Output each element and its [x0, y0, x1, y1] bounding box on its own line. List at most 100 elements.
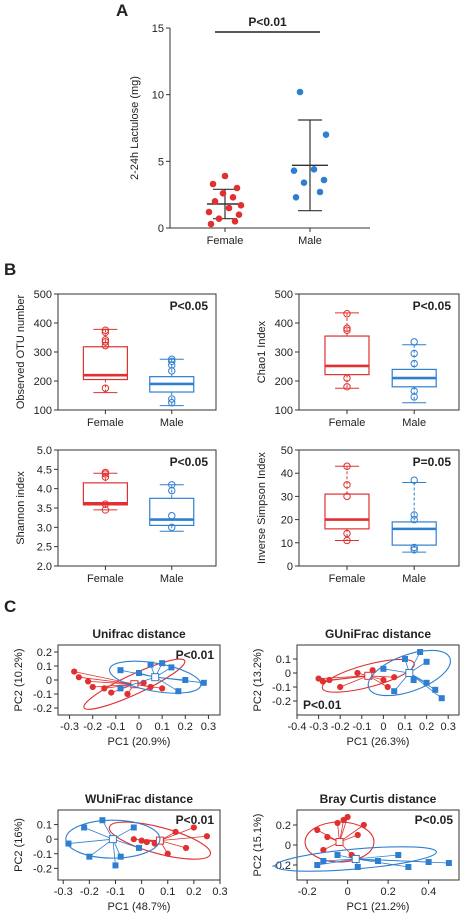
data-point [207, 220, 215, 228]
data-point [182, 844, 190, 852]
data-point [320, 846, 327, 854]
data-point [391, 688, 398, 695]
centroid-marker [351, 855, 360, 863]
y-axis-label: Inverse Simpson Index [256, 452, 268, 564]
x-tick-label: -0.2 [331, 721, 350, 733]
confidence-ellipse [83, 658, 186, 710]
data-point [65, 840, 72, 847]
data-point [136, 670, 142, 676]
data-point [84, 678, 92, 685]
data-point [168, 395, 176, 403]
data-point [380, 676, 387, 684]
data-point [343, 529, 351, 538]
data-point [101, 384, 110, 392]
y-tick-label: 0 [285, 668, 291, 680]
x-tick-label: -0.2 [83, 721, 102, 733]
x-tick-label: Male [402, 417, 426, 429]
x-tick-label: Female [87, 573, 124, 585]
chart-title: WUniFrac distance [85, 792, 193, 806]
data-point [108, 689, 115, 696]
confidence-ellipse [108, 821, 212, 860]
data-point [86, 853, 93, 860]
p-value: P<0.01 [248, 15, 287, 29]
data-point [290, 167, 298, 174]
spider-line [159, 835, 207, 842]
y-tick-label: 4.5 [37, 464, 52, 476]
box [391, 521, 437, 546]
x-tick-label: -0.3 [54, 886, 73, 898]
data-point [101, 338, 110, 346]
y-tick-label: 400 [275, 318, 293, 330]
x-tick-label: 0.1 [154, 721, 169, 733]
data-point [101, 328, 110, 336]
x-tick-label: Male [402, 573, 426, 585]
x-tick-label: 0.3 [201, 721, 216, 733]
x-axis-label: PC1 (48.7%) [108, 901, 171, 913]
p-value: P<0.05 [413, 299, 452, 313]
panel-letter-c: C [4, 597, 16, 616]
data-point [314, 826, 321, 834]
confidence-ellipse [65, 819, 161, 859]
data-point [168, 664, 175, 671]
box [324, 335, 370, 376]
x-tick-label: 0.2 [380, 886, 395, 898]
data-point [343, 324, 351, 332]
data-point [410, 338, 418, 346]
data-point [159, 685, 166, 692]
y-tick-label: 10 [281, 538, 293, 550]
x-tick-label: 0.2 [186, 886, 201, 898]
x-tick-label: 0.3 [441, 721, 456, 733]
data-point [168, 367, 176, 375]
y-tick-label: 0.2 [37, 647, 52, 659]
data-point [384, 683, 391, 691]
spider-line [368, 675, 395, 678]
data-point [101, 500, 110, 508]
data-point [417, 649, 424, 655]
data-point [334, 819, 341, 827]
data-point [182, 677, 189, 683]
data-point [101, 473, 110, 481]
x-tick-label: 0 [139, 886, 145, 898]
y-tick-label: 0.1 [37, 661, 52, 673]
data-point [168, 523, 176, 532]
spider-line [68, 838, 113, 844]
y-tick-label: 3.5 [37, 503, 52, 515]
y-axis-label: PC2 (15.1%) [252, 814, 264, 877]
data-point [334, 852, 341, 858]
x-tick-label: -0.1 [352, 721, 371, 733]
data-point [292, 194, 300, 201]
y-axis-label: Shannon index [15, 471, 27, 545]
y-tick-label: 200 [34, 376, 52, 388]
y-tick-label: 0 [46, 834, 52, 846]
data-point [200, 679, 207, 686]
x-tick-label: -0.3 [309, 721, 328, 733]
data-point [343, 536, 351, 545]
data-point [147, 683, 154, 691]
data-point [101, 468, 110, 477]
chart-B4: 0 10 20 30 40 50 Inverse Simpson Index Female Ma… [256, 445, 460, 585]
data-point [89, 683, 96, 691]
y-tick-label: 10 [152, 90, 164, 102]
data-point [354, 831, 361, 839]
x-tick-label: Male [298, 235, 322, 247]
chart-B3: 2.0 2.5 3.0 3.5 4.0 4.5 5.0 Shannon index Female… [15, 445, 217, 585]
data-point [117, 685, 124, 692]
y-tick-label: 500 [34, 289, 52, 301]
x-tick-label: -0.1 [106, 721, 125, 733]
y-tick-label: 0.1 [276, 654, 291, 666]
chart-B1: 100 200 300 400 500 Observed OTU number Female… [15, 289, 217, 429]
data-point [101, 341, 110, 350]
data-point [101, 685, 108, 692]
spider-line [355, 854, 399, 860]
data-point [395, 852, 402, 858]
box [82, 482, 129, 506]
y-tick-label: 100 [34, 405, 52, 417]
plot-frame [57, 809, 221, 881]
data-point [168, 486, 176, 495]
x-tick-label: 0.1 [397, 721, 412, 733]
data-point [438, 695, 445, 702]
data-point [138, 837, 145, 844]
y-tick-label: 0 [285, 840, 291, 852]
y-tick-label: 30 [281, 491, 293, 503]
